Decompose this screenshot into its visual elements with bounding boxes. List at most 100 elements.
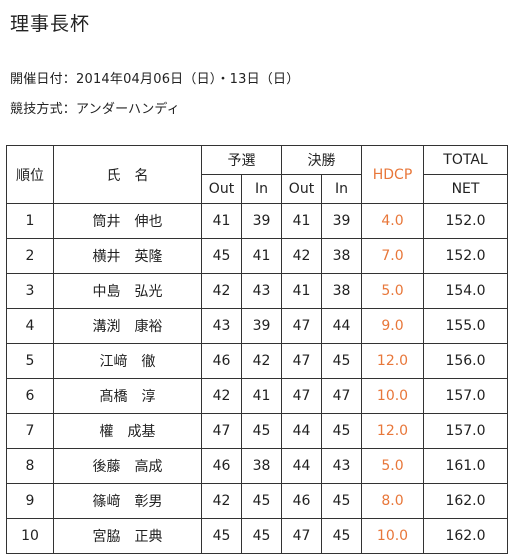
final-out-cell: 41 [281,203,322,239]
col-hdcp-header: HDCP [361,145,424,204]
event-date: 開催日付：2014年04月06日（日）・13日（日） [10,72,300,87]
qualifying-out-cell: 47 [201,413,242,449]
final-out-cell: 44 [281,448,322,484]
table-row: 3 中島 弘光 42 43 41 38 5.0 154.0 [6,273,508,309]
page-title: 理事長杯 [10,13,91,35]
header-row-top: 順位 氏 名 予選 決勝 HDCP TOTAL [6,145,508,204]
col-qualifying-header: 予選 [201,145,282,175]
net-cell: 156.0 [423,343,508,379]
qualifying-in-cell: 38 [241,448,282,484]
qualifying-in-cell: 41 [241,378,282,414]
col-final-header: 決勝 [281,145,362,175]
qualifying-in-cell: 45 [241,518,282,554]
hdcp-cell: 7.0 [361,238,424,274]
final-in-cell: 47 [321,378,362,414]
qualifying-out-cell: 42 [201,378,242,414]
hdcp-cell: 8.0 [361,483,424,519]
rank-cell: 1 [6,203,54,239]
qualifying-in-cell: 43 [241,273,282,309]
hdcp-cell: 9.0 [361,308,424,344]
final-in-cell: 38 [321,273,362,309]
hdcp-cell: 10.0 [361,518,424,554]
hdcp-cell: 5.0 [361,273,424,309]
qualifying-in-cell: 39 [241,308,282,344]
net-cell: 155.0 [423,308,508,344]
qualifying-in-cell: 42 [241,343,282,379]
table-row: 5 江﨑 徹 46 42 47 45 12.0 156.0 [6,343,508,379]
final-out-cell: 47 [281,343,322,379]
qualifying-out-cell: 45 [201,518,242,554]
player-name-cell: 髙橋 淳 [53,378,202,414]
col-final-in-header: In [321,174,362,204]
rank-cell: 7 [6,413,54,449]
player-name-cell: 宮脇 正典 [53,518,202,554]
final-out-cell: 41 [281,273,322,309]
results-table: 順位 氏 名 予選 決勝 HDCP TOTAL Out In Out In NE… [6,145,508,554]
final-in-cell: 45 [321,518,362,554]
qualifying-in-cell: 41 [241,238,282,274]
net-cell: 162.0 [423,483,508,519]
player-name-cell: 中島 弘光 [53,273,202,309]
qualifying-in-cell: 39 [241,203,282,239]
player-name-cell: 江﨑 徹 [53,343,202,379]
col-net-header: NET [423,174,508,204]
player-name-cell: 後藤 高成 [53,448,202,484]
table-row: 2 横井 英隆 45 41 42 38 7.0 152.0 [6,238,508,274]
final-out-cell: 47 [281,378,322,414]
final-out-cell: 46 [281,483,322,519]
rank-cell: 8 [6,448,54,484]
final-in-cell: 45 [321,483,362,519]
hdcp-cell: 5.0 [361,448,424,484]
final-in-cell: 45 [321,413,362,449]
rank-cell: 5 [6,343,54,379]
table-row: 9 篠﨑 彰男 42 45 46 45 8.0 162.0 [6,483,508,519]
net-cell: 154.0 [423,273,508,309]
competition-format: 競技方式：アンダーハンディ [10,102,180,117]
final-in-cell: 44 [321,308,362,344]
rank-cell: 3 [6,273,54,309]
col-name-header: 氏 名 [53,145,202,204]
col-qualifying-out-header: Out [201,174,242,204]
player-name-cell: 溝渕 康裕 [53,308,202,344]
hdcp-cell: 10.0 [361,378,424,414]
qualifying-out-cell: 42 [201,273,242,309]
qualifying-out-cell: 42 [201,483,242,519]
final-in-cell: 43 [321,448,362,484]
player-name-cell: 筒井 伸也 [53,203,202,239]
qualifying-out-cell: 41 [201,203,242,239]
rank-cell: 2 [6,238,54,274]
table-row: 10 宮脇 正典 45 45 47 45 10.0 162.0 [6,518,508,554]
final-in-cell: 38 [321,238,362,274]
qualifying-in-cell: 45 [241,413,282,449]
player-name-cell: 横井 英隆 [53,238,202,274]
qualifying-in-cell: 45 [241,483,282,519]
col-total-header: TOTAL [423,145,508,175]
table-row: 6 髙橋 淳 42 41 47 47 10.0 157.0 [6,378,508,414]
net-cell: 162.0 [423,518,508,554]
hdcp-cell: 4.0 [361,203,424,239]
final-out-cell: 44 [281,413,322,449]
hdcp-cell: 12.0 [361,343,424,379]
rank-cell: 4 [6,308,54,344]
rank-cell: 10 [6,518,54,554]
table-row: 8 後藤 高成 46 38 44 43 5.0 161.0 [6,448,508,484]
final-in-cell: 39 [321,203,362,239]
final-in-cell: 45 [321,343,362,379]
player-name-cell: 篠﨑 彰男 [53,483,202,519]
rank-cell: 6 [6,378,54,414]
final-out-cell: 47 [281,308,322,344]
table-row: 1 筒井 伸也 41 39 41 39 4.0 152.0 [6,203,508,239]
qualifying-out-cell: 46 [201,343,242,379]
player-name-cell: 權 成基 [53,413,202,449]
col-final-out-header: Out [281,174,322,204]
header-row-bottom: Out In Out In NET [7,174,508,204]
final-out-cell: 47 [281,518,322,554]
table-row: 4 溝渕 康裕 43 39 47 44 9.0 155.0 [6,308,508,344]
rank-cell: 9 [6,483,54,519]
qualifying-out-cell: 45 [201,238,242,274]
hdcp-cell: 12.0 [361,413,424,449]
net-cell: 152.0 [423,203,508,239]
net-cell: 152.0 [423,238,508,274]
results-body: 1 筒井 伸也 41 39 41 39 4.0 152.0 2 横井 英隆 45 41 42 38 7.0 1… [6,203,508,554]
